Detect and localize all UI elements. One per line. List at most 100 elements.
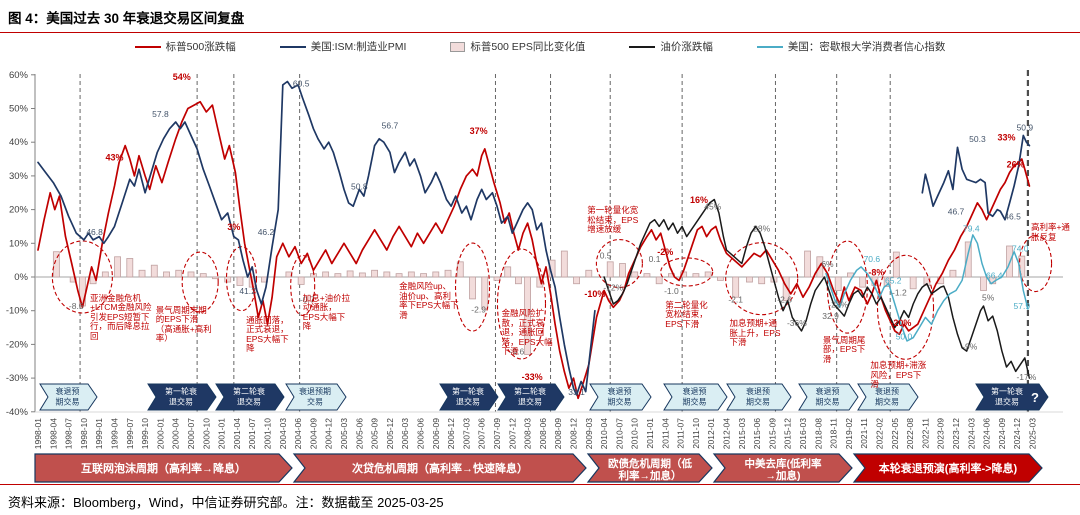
- svg-text:?: ?: [1031, 390, 1039, 405]
- svg-text:56.7: 56.7: [382, 121, 399, 131]
- svg-text:利率→加息）: 利率→加息）: [619, 469, 682, 482]
- legend-item-1: 美国:ISM:制造业PMI: [279, 39, 406, 54]
- event-callout-1: 景气周期末期的EPS下滑（高通胀+高利率）: [155, 304, 212, 344]
- svg-text:衰退预: 衰退预: [875, 386, 899, 396]
- legend-item-0: 标普500涨跌幅: [134, 39, 236, 54]
- svg-text:-10%: -10%: [584, 289, 605, 299]
- legend-swatch-icon: [279, 45, 306, 48]
- svg-text:2006-09: 2006-09: [431, 418, 441, 449]
- svg-text:-2.6: -2.6: [777, 294, 792, 304]
- svg-text:期交易: 期交易: [56, 397, 80, 407]
- svg-text:70.6: 70.6: [864, 254, 881, 264]
- svg-text:2000-07: 2000-07: [186, 418, 196, 449]
- svg-text:33%: 33%: [997, 133, 1015, 143]
- series-line-1: [37, 80, 1031, 396]
- svg-text:41.2: 41.2: [239, 286, 256, 296]
- event-callout-9: 景气周期尾部，EPS下滑: [822, 334, 866, 364]
- svg-text:退交易: 退交易: [237, 397, 261, 407]
- svg-text:2000-04: 2000-04: [171, 418, 181, 449]
- svg-text:2008-06: 2008-06: [538, 418, 548, 449]
- svg-text:本轮衰退预演(高利率->降息): 本轮衰退预演(高利率->降息): [879, 461, 1018, 475]
- svg-text:1998-04: 1998-04: [48, 418, 58, 449]
- svg-text:45%: 45%: [704, 202, 721, 212]
- svg-text:-8%: -8%: [868, 267, 884, 277]
- figure-title: 图 4：美国过去 30 年衰退交易区间复盘: [0, 0, 1080, 33]
- svg-text:2011-01: 2011-01: [645, 418, 655, 449]
- svg-text:2011-07: 2011-07: [676, 418, 686, 449]
- event-callout-0: 亚洲金融危机+LTCM金融风险引发EPS短暂下行，而后降息拉回: [90, 292, 152, 341]
- svg-text:-2.9: -2.9: [471, 304, 486, 314]
- svg-text:2022-05: 2022-05: [890, 418, 900, 449]
- svg-text:-23%: -23%: [828, 299, 848, 309]
- svg-text:2015-12: 2015-12: [783, 418, 793, 449]
- svg-text:-9.6: -9.6: [510, 347, 525, 357]
- svg-text:2024-09: 2024-09: [997, 418, 1007, 449]
- svg-text:2004-12: 2004-12: [324, 418, 334, 449]
- svg-text:54%: 54%: [173, 72, 191, 82]
- svg-text:50.0: 50.0: [896, 331, 913, 341]
- svg-text:2022-02: 2022-02: [875, 418, 885, 449]
- svg-text:30%: 30%: [9, 171, 29, 182]
- chart-legend: 标普500涨跌幅 美国:ISM:制造业PMI 标普500 EPS同比变化值 油价涨跌幅…: [0, 33, 1080, 60]
- source-text: 资料来源：Bloomberg，Wind，中信证券研究部。注：数据截至 2025-…: [8, 495, 444, 510]
- svg-text:-2%: -2%: [657, 247, 673, 257]
- legend-swatch-icon: [134, 45, 161, 48]
- svg-text:79.4: 79.4: [963, 224, 980, 234]
- svg-text:2018-08: 2018-08: [813, 418, 823, 449]
- legend-item-2: 标普500 EPS同比变化值: [450, 39, 585, 54]
- svg-text:2011-04: 2011-04: [660, 418, 670, 449]
- svg-text:43%: 43%: [105, 153, 123, 163]
- event-callout-3: 加息+油价拉动通胀，EPS大幅下降: [302, 292, 351, 332]
- svg-text:2005-12: 2005-12: [385, 418, 395, 449]
- svg-text:-20%: -20%: [6, 339, 29, 350]
- svg-text:2007-12: 2007-12: [507, 418, 517, 449]
- svg-text:2016-03: 2016-03: [798, 418, 808, 449]
- svg-text:-20%: -20%: [890, 318, 911, 328]
- svg-text:2022-11: 2022-11: [920, 418, 930, 449]
- svg-text:2023-12: 2023-12: [951, 418, 961, 449]
- point-labels: 43% 54% 3% 46.8 57.8 41.2 46.2 -8.6 -0.7 60.5 50.8…: [69, 72, 1037, 397]
- svg-text:交易: 交易: [307, 397, 323, 407]
- svg-text:第一轮衰: 第一轮衰: [452, 386, 484, 396]
- svg-text:2004-09: 2004-09: [308, 418, 318, 449]
- svg-text:退交易: 退交易: [518, 397, 542, 407]
- svg-text:1998-07: 1998-07: [64, 418, 74, 449]
- svg-text:2007-09: 2007-09: [492, 418, 502, 449]
- svg-text:1998-01: 1998-01: [33, 418, 43, 449]
- svg-text:期交易: 期交易: [816, 397, 840, 407]
- svg-text:2015-09: 2015-09: [767, 418, 777, 449]
- event-callout-10: 加息预期+滞涨风险，EPS下滑: [870, 360, 927, 390]
- svg-text:-36%: -36%: [787, 318, 807, 328]
- legend-label: 标普500涨跌幅: [165, 41, 236, 53]
- svg-text:第二轮衰: 第二轮衰: [514, 386, 546, 396]
- svg-text:2004-06: 2004-06: [293, 418, 303, 449]
- svg-text:2018-11: 2018-11: [829, 418, 839, 449]
- svg-text:50.3: 50.3: [969, 134, 986, 144]
- svg-text:-12%: -12%: [603, 282, 623, 292]
- svg-text:次贷危机周期（高利率→快速降息）: 次贷危机周期（高利率→快速降息）: [352, 461, 528, 475]
- chart-canvas: 60% 50% 40% 30% 20% 10% 0% -10% -20% -30% -40% 1998…: [6, 70, 1063, 483]
- event-callout-5: 金融风险扩散，正式衰退，通胀回落，EPS大幅下滑: [501, 308, 553, 356]
- svg-text:37%: 37%: [470, 126, 488, 136]
- svg-text:2012-04: 2012-04: [722, 418, 732, 449]
- event-callout-8: 加息预期+通胀上升，EPS下滑: [729, 318, 781, 348]
- svg-text:2010-04: 2010-04: [599, 418, 609, 449]
- svg-text:2008-09: 2008-09: [553, 418, 563, 449]
- svg-text:1999-10: 1999-10: [140, 418, 150, 449]
- x-tick-labels: 1998-01 1998-04 1998-07 1998-10 1999-01 1999-…: [33, 418, 1038, 449]
- svg-text:-10%: -10%: [6, 306, 29, 317]
- legend-item-3: 油价涨跌幅: [629, 39, 713, 54]
- svg-text:33.1: 33.1: [568, 387, 585, 397]
- svg-text:2024-12: 2024-12: [1012, 418, 1022, 449]
- svg-text:第一轮衰: 第一轮衰: [165, 386, 197, 396]
- svg-text:1999-01: 1999-01: [94, 418, 104, 449]
- series-line-0: [37, 100, 1031, 400]
- svg-text:2007-06: 2007-06: [477, 418, 487, 449]
- legend-item-4: 美国：密歇根大学消费者信心指数: [756, 39, 945, 54]
- svg-text:74.0: 74.0: [1012, 244, 1029, 254]
- svg-text:第一轮衰: 第一轮衰: [991, 386, 1023, 396]
- svg-text:2009-03: 2009-03: [584, 418, 594, 449]
- svg-text:期交易: 期交易: [608, 397, 632, 407]
- svg-text:衰退预: 衰退预: [746, 386, 770, 396]
